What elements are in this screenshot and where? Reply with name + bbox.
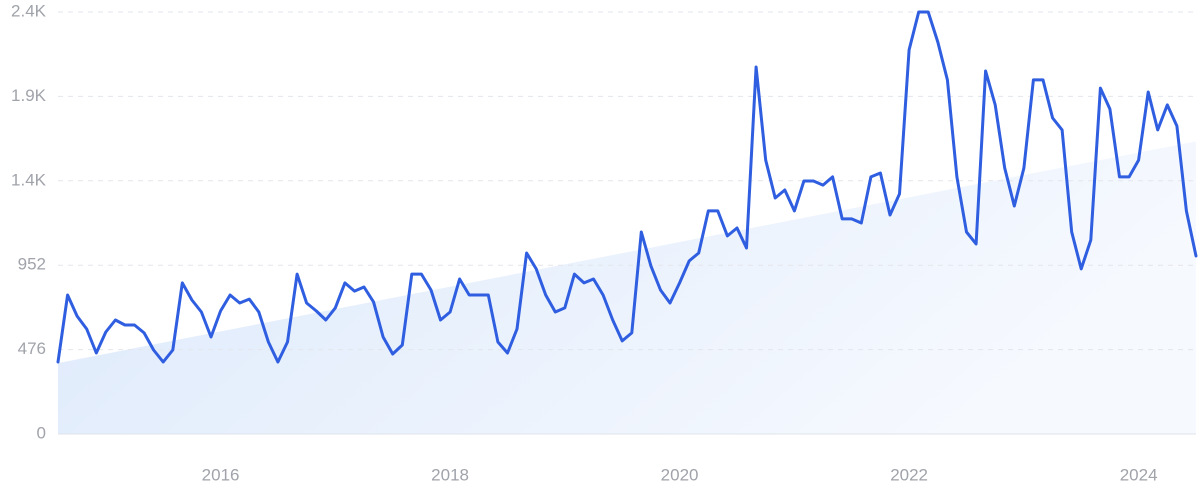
x-tick-label: 2024 — [1120, 465, 1158, 484]
x-tick-label: 2018 — [431, 465, 469, 484]
x-tick-label: 2020 — [661, 465, 699, 484]
x-tick-label: 2022 — [890, 465, 928, 484]
y-tick-label: 1.9K — [11, 86, 47, 105]
y-tick-label: 0 — [37, 423, 46, 442]
y-tick-label: 476 — [18, 339, 46, 358]
trend-area — [58, 141, 1196, 434]
line — [56, 10, 1198, 364]
x-tick-label: 2016 — [202, 465, 240, 484]
y-tick-label: 2.4K — [11, 1, 47, 20]
y-tick-label: 1.4K — [11, 170, 47, 189]
y-tick-label: 952 — [18, 255, 46, 274]
